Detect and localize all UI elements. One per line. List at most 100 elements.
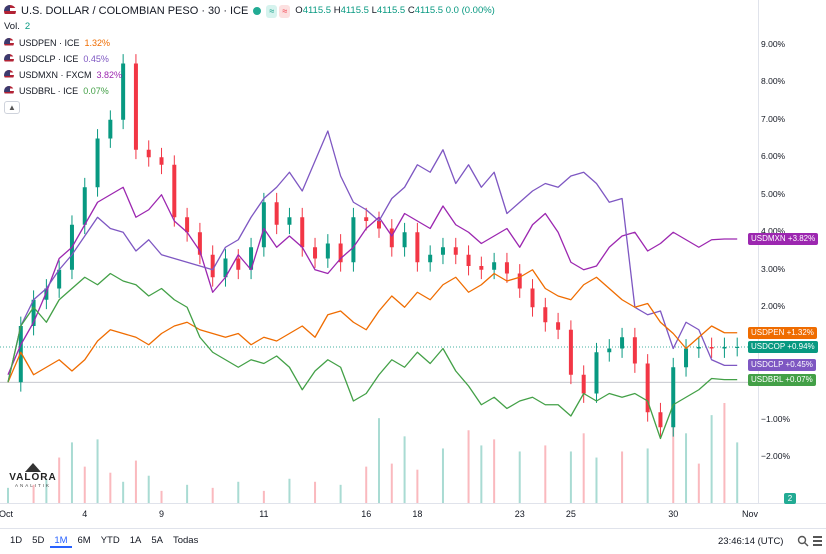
candle-body (530, 288, 535, 308)
volume-bar (723, 403, 726, 503)
volume-bar (32, 484, 35, 503)
chart-plot[interactable] (0, 0, 758, 503)
candle-body (428, 254, 433, 263)
candle-body (440, 247, 445, 255)
y-tick-label: 2.00% (761, 301, 786, 312)
volume-value: 2 (24, 21, 31, 32)
candle-body (313, 247, 318, 259)
candle-body (658, 412, 663, 428)
hamburger-menu-icon[interactable] (813, 536, 822, 546)
us-flag-icon (4, 5, 16, 17)
main-series-row[interactable]: U.S. DOLLAR / COLOMBIAN PESO · 30 · ICE … (4, 3, 495, 19)
candle-body (338, 243, 343, 263)
ohlc-values: O4115.5 H4115.5 L4115.5 C4115.5 0.0 (0.0… (295, 3, 495, 19)
candle-body (556, 322, 561, 330)
candle-body (261, 202, 266, 248)
volume-bar (314, 481, 317, 503)
volume-bar (672, 424, 675, 503)
chevron-up-icon[interactable]: ▲ (4, 101, 20, 114)
ohlc-high-key: H (333, 5, 341, 16)
volume-bar (7, 487, 9, 503)
candle-body (504, 262, 509, 274)
candle-body (197, 232, 202, 255)
candle-body (300, 217, 305, 248)
chart-legend: U.S. DOLLAR / COLOMBIAN PESO · 30 · ICE … (4, 3, 495, 114)
timeframe-button[interactable]: YTD (100, 535, 120, 546)
volume-bar (58, 457, 61, 503)
volume-bar (45, 478, 48, 503)
last-value-tag-usdmxn: USDMXN +3.82% (748, 233, 819, 245)
x-tick-label: Oct (0, 509, 14, 519)
candle-body (722, 347, 727, 349)
volume-row[interactable]: Vol. 2 (4, 19, 495, 35)
volume-bar (544, 445, 547, 503)
timeframe-button[interactable]: 5A (151, 535, 163, 546)
symbol-row[interactable]: USDBRL · ICE 0.07% (4, 83, 495, 99)
us-flag-icon (4, 70, 14, 80)
candle-body (479, 266, 484, 270)
timeframe-button[interactable]: 1A (129, 535, 142, 546)
volume-bar (441, 448, 444, 503)
candle-body (568, 329, 573, 375)
symbol-row[interactable]: USDPEN · ICE 1.32% (4, 35, 495, 51)
timeframe-button[interactable]: 1D (10, 535, 23, 546)
last-value-tag-usdpen: USDPEN +1.32% (748, 326, 817, 339)
valora-logo: VALORA ANALITIK (8, 463, 58, 488)
volume-bar (595, 457, 598, 503)
us-flag-icon (4, 38, 14, 48)
volume-bar (646, 448, 649, 503)
symbol-row[interactable]: USDMXN · FXCM 3.82% (4, 67, 495, 83)
candle-body (709, 347, 714, 349)
symbol-row[interactable]: USDCLP · ICE 0.45% (4, 51, 495, 67)
series-line-usdbrl (7, 272, 738, 440)
series-line-usdclp (7, 130, 738, 383)
volume-bar (339, 484, 342, 503)
candle-body (44, 288, 49, 300)
candle-body (671, 367, 676, 428)
volume-bar (109, 472, 112, 503)
us-flag-icon (4, 54, 14, 64)
candle-body (735, 347, 740, 348)
x-tick-label: 25 (565, 509, 576, 519)
candle-body (517, 273, 522, 289)
volume-bar (160, 490, 163, 503)
volume-bar (365, 466, 368, 503)
ohlc-change-value: 0.0 (0.00%) (445, 5, 495, 16)
last-value-tag-usdclp: USDCLP +0.45% (748, 359, 816, 372)
search-icon[interactable] (797, 535, 809, 547)
y-tick-label: 8.00% (761, 76, 786, 87)
clock[interactable]: 23:46:14 (UTC) (718, 536, 784, 547)
us-flag-icon (4, 86, 14, 96)
volume-bar (736, 442, 739, 503)
candle-body (492, 262, 497, 270)
candle-body (645, 363, 650, 413)
volume-bar (186, 484, 189, 503)
volume-bar (697, 463, 700, 503)
y-tick-label: 5.00% (761, 188, 786, 199)
timeframe-button[interactable]: Todas (172, 535, 199, 546)
candle-body (274, 202, 279, 225)
candle-body (57, 269, 62, 289)
candle-body (415, 232, 420, 263)
candle-body (364, 217, 369, 221)
timeframe-button[interactable]: 5D (32, 535, 45, 546)
last-value-tag-usdcop: USDCOP +0.94% (748, 341, 818, 353)
candle-body (453, 247, 458, 255)
volume-bar (416, 469, 419, 503)
volume-bar (390, 463, 393, 503)
market-status-dot-icon (253, 7, 262, 15)
candle-body (607, 348, 612, 353)
ohlc-close-key: C (407, 5, 415, 16)
y-tick-label: 3.00% (761, 263, 786, 274)
candle-body (108, 119, 113, 139)
ohlc-low-key: L (371, 5, 377, 16)
timeframe-button[interactable]: 1M (50, 535, 72, 548)
candle-body (287, 217, 292, 225)
volume-bar (122, 481, 125, 503)
approx-badge[interactable]: ≈ ≈ (266, 4, 291, 18)
volume-bar (288, 478, 291, 503)
volume-bar (237, 481, 240, 503)
candle-body (223, 258, 228, 278)
timeframe-button[interactable]: 6M (77, 535, 91, 546)
